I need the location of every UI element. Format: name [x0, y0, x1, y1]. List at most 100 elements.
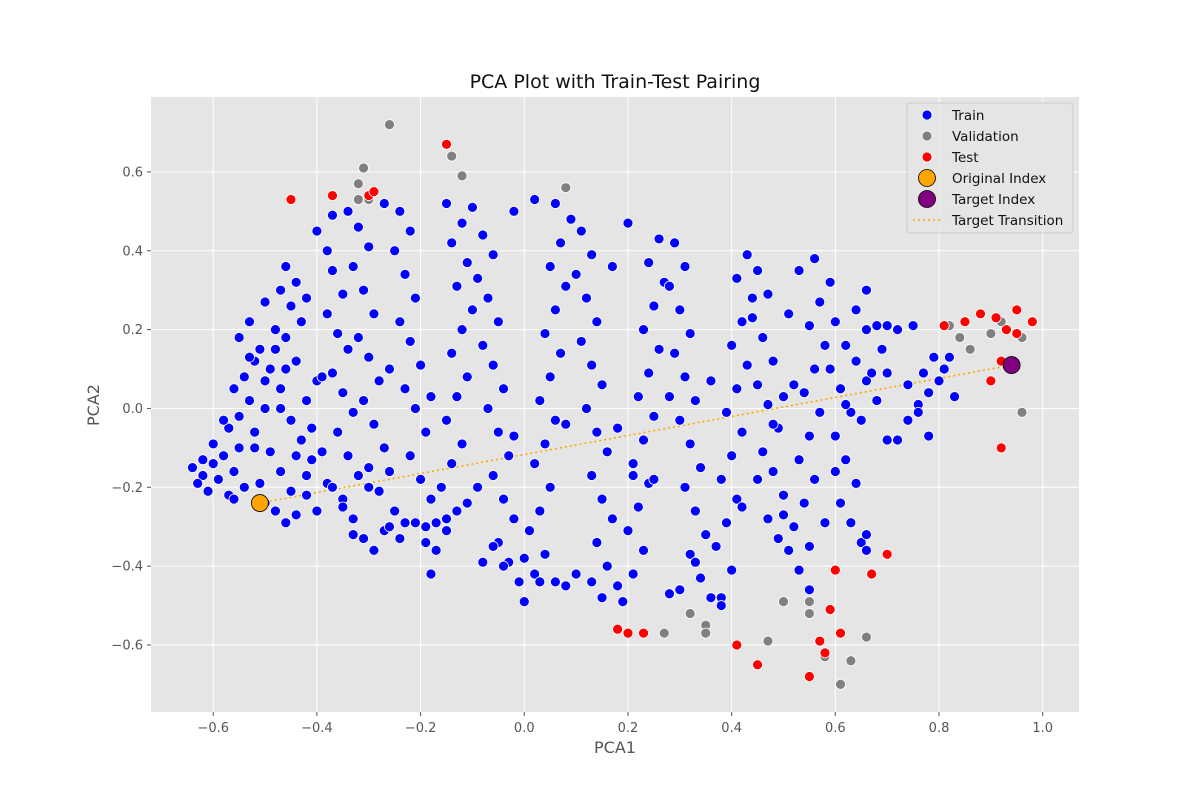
train-point [819, 339, 831, 351]
test-point [959, 316, 971, 328]
train-point [430, 544, 442, 556]
train-point [275, 466, 287, 477]
train-point [648, 410, 660, 422]
train-point [762, 288, 774, 300]
train-point [228, 493, 240, 505]
test-point [731, 639, 743, 651]
train-point [498, 560, 509, 572]
train-point [295, 434, 307, 446]
train-point [757, 332, 769, 343]
train-point [384, 363, 395, 375]
train-point [337, 288, 349, 300]
train-point [275, 284, 287, 296]
train-point [518, 596, 530, 608]
train-point [539, 438, 551, 450]
train-point [456, 217, 468, 229]
train-point [731, 493, 743, 505]
train-point [804, 320, 815, 332]
train-point [467, 304, 478, 316]
train-point [218, 414, 229, 426]
train-point [549, 304, 561, 316]
train-point [840, 454, 852, 466]
train-point [482, 292, 494, 304]
train-point [555, 347, 566, 359]
train-point [508, 430, 520, 442]
train-point [197, 470, 209, 481]
y-tick-label: 0.4 [122, 244, 143, 259]
validation-point [964, 343, 976, 355]
validation-point [446, 150, 458, 162]
train-point [389, 245, 401, 257]
train-point [726, 564, 738, 576]
test-point [995, 442, 1007, 454]
train-point [347, 261, 359, 272]
train-point [534, 395, 546, 406]
test-point [938, 320, 950, 332]
train-point [881, 367, 893, 379]
train-point [840, 339, 852, 351]
train-point [378, 198, 390, 209]
train-point [358, 533, 369, 544]
train-point [855, 537, 867, 548]
validation-point [845, 655, 857, 667]
validation-point [700, 627, 712, 639]
test-point [1011, 304, 1023, 316]
validation-point [352, 194, 364, 205]
train-point [601, 560, 613, 572]
train-point [342, 450, 354, 462]
train-point [892, 324, 903, 335]
train-point [736, 501, 748, 513]
train-point [316, 371, 328, 383]
x-tick-label: 1.0 [1032, 721, 1053, 736]
train-point [923, 387, 935, 399]
legend-label-target-index: Target Index [951, 192, 1035, 208]
train-point [358, 284, 369, 296]
validation-point [352, 178, 364, 190]
train-point [441, 198, 452, 209]
train-point [197, 454, 209, 466]
y-tick-label: −0.6 [111, 638, 143, 653]
train-point [290, 276, 302, 288]
train-point [648, 300, 660, 312]
train-point [461, 371, 473, 383]
train-point [534, 505, 546, 517]
target-transition-line [259, 364, 1012, 504]
train-point [451, 391, 463, 403]
train-point [591, 316, 603, 328]
train-point [829, 466, 841, 477]
train-point [788, 521, 800, 533]
train-point [648, 474, 660, 485]
y-tick-label: 0.0 [122, 402, 143, 417]
train-point [425, 568, 437, 580]
train-point [627, 458, 639, 470]
test-point [1026, 316, 1038, 328]
train-point [321, 245, 333, 257]
train-point [327, 265, 338, 276]
train-point [456, 324, 468, 335]
train-point [726, 450, 738, 462]
train-point [301, 395, 312, 406]
train-point [477, 556, 489, 568]
train-point [876, 343, 888, 355]
train-point [363, 351, 375, 363]
train-point [612, 580, 623, 592]
validation-point [762, 635, 774, 647]
train-point [467, 201, 478, 213]
train-point [316, 446, 328, 458]
train-point [212, 474, 224, 485]
train-point [410, 403, 421, 414]
train-point [783, 544, 795, 556]
test-point [1001, 324, 1012, 335]
test-point [824, 604, 836, 615]
train-point [643, 257, 655, 268]
train-point [850, 355, 862, 367]
train-point [404, 450, 416, 462]
train-point [264, 363, 276, 375]
train-point [778, 391, 789, 403]
train-point [736, 316, 748, 328]
validation-point [684, 608, 696, 619]
train-point [674, 414, 686, 426]
train-point [549, 198, 561, 209]
train-point [689, 556, 701, 568]
original-index-point [250, 494, 269, 512]
